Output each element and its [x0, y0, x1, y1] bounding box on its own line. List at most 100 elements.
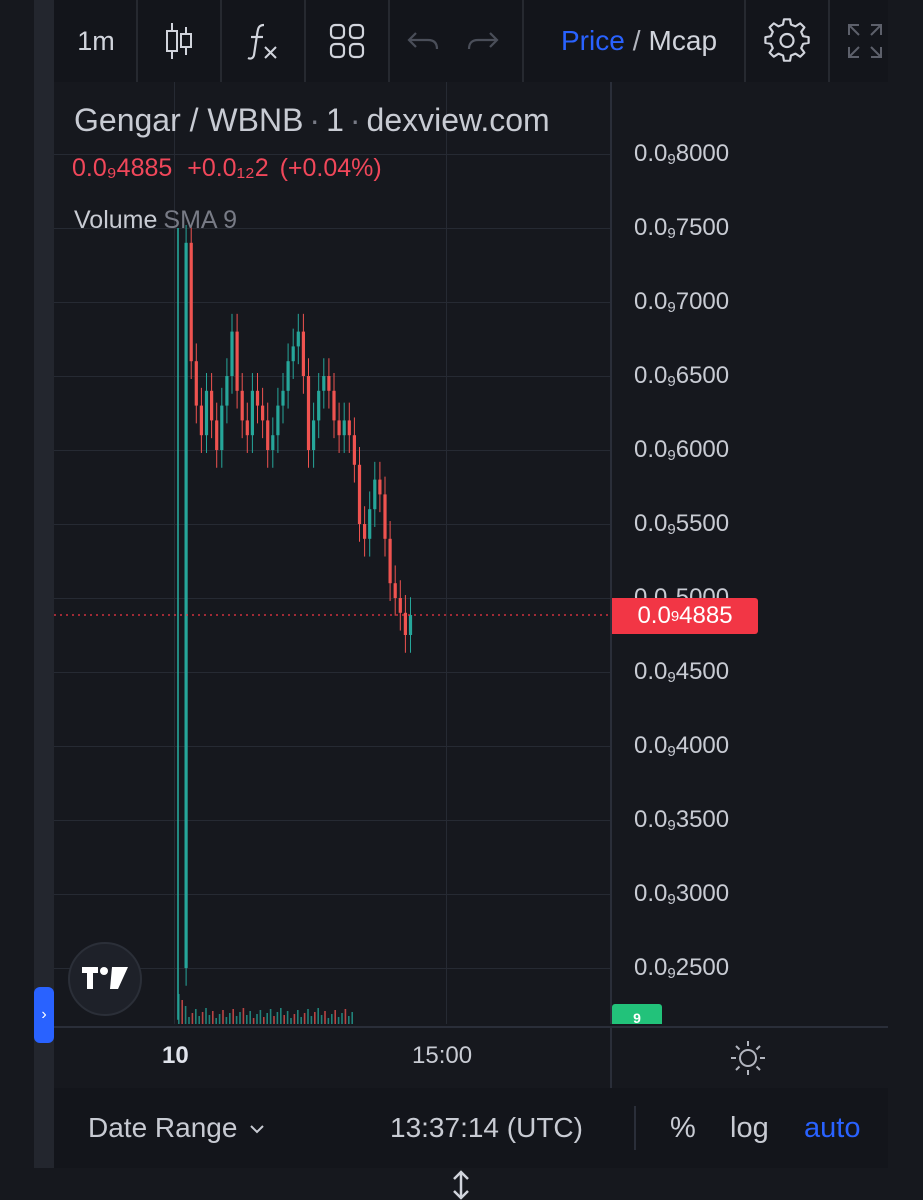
volume-bar — [178, 994, 180, 1024]
legend-symbol[interactable]: Gengar / WBNB — [74, 102, 304, 138]
candle-body — [296, 331, 300, 347]
volume-bar — [283, 1015, 285, 1024]
candle-body — [245, 420, 249, 436]
fullscreen-icon — [848, 24, 882, 58]
candle-body — [286, 361, 290, 391]
date-range-dropdown[interactable]: Date Range — [88, 1088, 265, 1168]
volume-bar — [225, 1017, 228, 1024]
grid-icon — [329, 23, 365, 59]
grid-line-horizontal — [54, 820, 610, 821]
bottom-bar-divider — [634, 1106, 636, 1150]
candle-body — [276, 405, 280, 436]
grid-line-horizontal — [54, 894, 610, 895]
current-price-rest: 4885 — [679, 602, 733, 629]
time-axis[interactable]: 10 15:00 — [54, 1026, 888, 1088]
volume-bar — [310, 1016, 313, 1024]
price-tick-rest: 8000 — [675, 140, 730, 167]
auto-scale-toggle[interactable]: auto — [804, 1111, 861, 1144]
volume-bar — [229, 1013, 231, 1024]
price-tick-lead: 0.0 — [634, 880, 668, 907]
volume-bar — [331, 1014, 333, 1024]
price-mcap-toggle[interactable]: Price / Mcap — [544, 0, 734, 82]
current-price-lead: 0.0 — [637, 602, 671, 629]
time-label-day: 10 — [162, 1042, 189, 1069]
volume-bar — [249, 1011, 251, 1024]
resize-vertical-icon[interactable] — [450, 1170, 472, 1200]
price-tick-sub: 9 — [667, 521, 676, 538]
legend-last-price: 0.0₉4885 — [72, 154, 173, 182]
price-tick-rest: 6500 — [675, 362, 730, 389]
candle-body — [398, 598, 402, 613]
volume-bar — [184, 1006, 187, 1024]
price-tick-sub: 9 — [667, 447, 676, 464]
candle-body — [378, 479, 382, 495]
current-price-sub: 9 — [670, 607, 680, 625]
volume-bar — [259, 1010, 262, 1024]
grid-line-horizontal — [54, 672, 610, 673]
volume-bar — [252, 1018, 255, 1024]
percent-scale-toggle[interactable]: % — [670, 1111, 696, 1144]
undo-button[interactable] — [400, 0, 446, 82]
price-tick-lead: 0.0 — [634, 732, 668, 759]
tradingview-logo-icon — [82, 967, 128, 989]
volume-value-text: 9 — [633, 1010, 641, 1024]
mcap-option[interactable]: Mcap — [648, 25, 718, 56]
price-option[interactable]: Price — [560, 25, 625, 56]
indicators-button[interactable] — [222, 0, 304, 82]
log-scale-toggle[interactable]: log — [730, 1111, 769, 1144]
volume-bar — [290, 1018, 292, 1024]
sun-icon[interactable] — [730, 1040, 766, 1076]
volume-bar — [348, 1016, 350, 1024]
tradingview-logo[interactable] — [68, 942, 142, 1016]
candle-body — [291, 346, 295, 362]
price-tick-lead: 0.0 — [634, 510, 668, 537]
interval-button[interactable]: 1m — [77, 25, 115, 56]
price-tick-lead: 0.0 — [634, 658, 668, 685]
fullscreen-button[interactable] — [842, 0, 888, 82]
layouts-button[interactable] — [306, 0, 388, 82]
candle-body — [235, 331, 239, 391]
toolbar-divider — [388, 0, 390, 82]
volume-indicator-legend[interactable]: Volume SMA 9 — [74, 206, 237, 235]
volume-bar — [307, 1009, 309, 1024]
candles-button[interactable] — [138, 0, 220, 82]
redo-button[interactable] — [460, 0, 506, 82]
candle-body — [368, 509, 372, 539]
gear-icon — [764, 18, 810, 62]
candle-body — [301, 331, 305, 376]
price-chart[interactable] — [54, 82, 610, 1024]
volume-bar — [351, 1012, 353, 1024]
grid-line-horizontal — [54, 968, 610, 969]
volume-bar — [222, 1010, 224, 1024]
grid-line-horizontal — [54, 228, 610, 229]
candle-body — [393, 583, 397, 598]
price-tick-label: 0.096500 — [634, 362, 729, 390]
candle-body — [210, 390, 214, 421]
chart-toolbar: 1m — [54, 0, 888, 82]
candle-body — [225, 376, 229, 406]
price-tick-rest: 2500 — [675, 954, 730, 981]
candle-body — [347, 420, 351, 436]
volume-bar — [303, 1013, 306, 1024]
volume-bar — [269, 1009, 272, 1024]
volume-bar — [218, 1014, 221, 1024]
candlestick-icon — [166, 23, 192, 59]
undo-icon — [407, 32, 439, 50]
price-tick-rest: 3500 — [675, 806, 730, 833]
volume-bar — [280, 1008, 282, 1024]
volume-bar — [181, 1000, 183, 1024]
volume-bar — [300, 1017, 302, 1024]
volume-bar — [239, 1012, 241, 1024]
sidebar-toggle-button[interactable]: › — [34, 987, 54, 1043]
price-tick-sub: 9 — [667, 743, 676, 760]
settings-button[interactable] — [746, 0, 828, 82]
volume-bar — [341, 1013, 343, 1024]
grid-line-horizontal — [54, 302, 610, 303]
chart-pane[interactable]: Gengar / WBNB · 1 · dexview.com 0.0₉4885 +0.… — [54, 82, 610, 1024]
utc-clock[interactable]: 13:37:14 (UTC) — [390, 1112, 583, 1143]
toolbar-divider — [828, 0, 830, 82]
price-axis[interactable]: 0.098000 0.097500 0.097000 0.096500 0.096000… — [610, 82, 890, 1024]
candle-body — [215, 420, 219, 450]
volume-bar — [314, 1012, 316, 1024]
